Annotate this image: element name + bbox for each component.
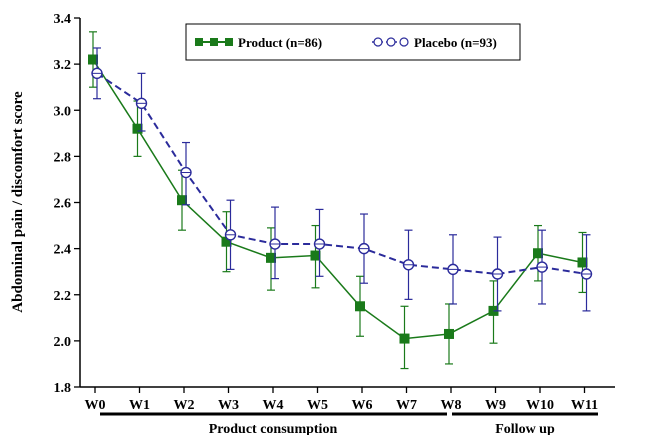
x-tick-label: W6 — [352, 398, 373, 413]
legend-swatch-marker — [195, 38, 203, 46]
legend-swatch-marker — [386, 37, 396, 47]
legend-entry-placebo: Placebo (n=93) — [372, 35, 497, 50]
legend-swatch-marker — [373, 37, 383, 47]
legend-swatch-marker — [225, 38, 233, 46]
data-point — [577, 257, 588, 268]
x-tick-label: W10 — [526, 398, 554, 413]
legend-swatch-marker — [399, 37, 409, 47]
series-layer — [88, 31, 593, 370]
y-tick-label: 2.2 — [54, 289, 72, 304]
data-point — [310, 250, 321, 261]
y-axis-title: Abdominal pain / discomfort score — [10, 91, 26, 313]
phase-label: Product consumption — [209, 422, 338, 435]
x-tick-label: W5 — [307, 398, 328, 413]
legend-entry-product: Product (n=86) — [195, 35, 322, 50]
legend-label: Product (n=86) — [238, 35, 322, 50]
data-point — [177, 195, 187, 206]
series-line — [96, 72, 587, 276]
x-tick-label: W0 — [85, 398, 106, 413]
x-tick-label: W1 — [129, 398, 150, 413]
x-tick-label: W7 — [396, 398, 417, 413]
x-tick-label: W3 — [218, 398, 239, 413]
x-tick-label: W4 — [263, 398, 284, 413]
legend-box — [185, 23, 521, 61]
x-tick-label: W8 — [441, 398, 462, 413]
y-tick-label: 2.0 — [54, 335, 72, 350]
series-placebo — [91, 47, 593, 312]
data-point — [132, 123, 143, 134]
x-tick-label: W11 — [571, 398, 598, 413]
y-tick-label: 1.8 — [54, 381, 72, 396]
y-tick-label: 2.6 — [54, 197, 72, 212]
legend-label: Placebo (n=93) — [414, 35, 497, 50]
y-tick-label: 3.4 — [54, 12, 72, 27]
data-point — [399, 333, 410, 344]
y-tick-label: 2.8 — [54, 150, 72, 165]
phase-bars: Product consumption Follow up — [100, 412, 598, 435]
x-ticks: W0 W1 W2 W3 W4 W5 W6 W7 W8 W9 W10 W11 — [85, 387, 598, 413]
phase-label: Follow up — [495, 422, 555, 435]
data-point — [355, 301, 365, 312]
legend-swatch-marker — [210, 38, 218, 46]
data-point — [444, 328, 454, 339]
data-point — [266, 252, 276, 263]
legend: Product (n=86) Placebo (n=93) — [185, 23, 521, 61]
axes — [79, 18, 615, 388]
x-tick-label: W2 — [174, 398, 195, 413]
y-ticks: 1.8 2.0 2.2 2.4 2.6 2.8 3.0 3.2 3.4 — [54, 12, 80, 396]
y-tick-label: 2.4 — [54, 243, 72, 258]
data-point — [88, 54, 98, 65]
series-line — [92, 59, 583, 340]
data-point — [533, 248, 543, 259]
series-product — [88, 31, 588, 370]
x-tick-label: W9 — [485, 398, 506, 413]
y-tick-label: 3.2 — [54, 58, 72, 73]
y-tick-label: 3.0 — [54, 104, 72, 119]
data-point — [221, 236, 232, 247]
